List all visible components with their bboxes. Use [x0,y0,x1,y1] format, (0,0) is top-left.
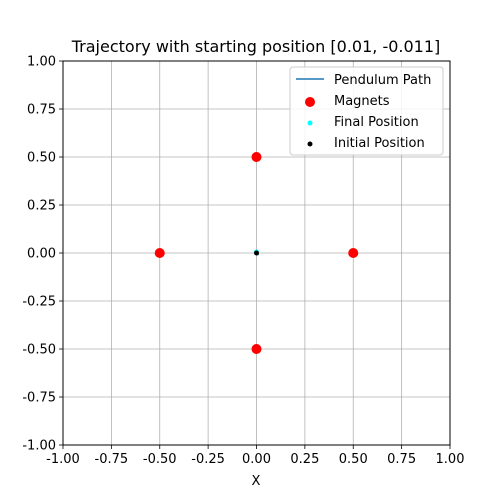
chart-title: Trajectory with starting position [0.01,… [71,37,441,56]
x-tick-label: 0.25 [290,452,319,467]
y-axis-label: Y [0,249,4,258]
magnets-point [154,248,165,258]
x-tick-label: -0.50 [143,452,177,467]
legend-swatch-magnets [305,97,315,107]
x-axis-label: X [252,474,261,489]
y-tick-label: 0.00 [27,247,56,262]
magnets-point [348,248,359,258]
x-tick-label: 0.00 [242,452,271,467]
axis-ticks: -1.00 -0.75 -0.50 -0.25 0.00 0.25 0.50 0.75 1.00… [22,55,464,468]
y-tick-label: 0.50 [27,151,56,166]
legend-label-initial-position: Initial Position [334,136,425,151]
y-tick-label: 0.75 [27,103,56,118]
y-tick-label: -0.25 [22,295,56,310]
y-tick-label: -1.00 [22,439,56,454]
legend-label-pendulum-path: Pendulum Path [334,73,431,88]
magnets-point [251,152,262,162]
y-tick-label: -0.75 [22,391,56,406]
legend-box [289,66,444,156]
y-tick-label: 0.25 [27,199,56,214]
legend: Pendulum Path Magnets Final Position Initia… [289,66,444,156]
legend-label-magnets: Magnets [334,94,390,109]
legend-swatch-final-position [307,120,313,126]
y-tick-label: -0.50 [22,343,56,358]
x-tick-label: 0.75 [387,452,416,467]
initial-position-point [254,250,259,256]
x-tick-label: -1.00 [46,452,80,467]
x-tick-label: 0.50 [339,452,368,467]
y-tick-label: 1.00 [27,55,56,70]
x-tick-label: 1.00 [436,452,465,467]
x-tick-label: -0.25 [191,452,225,467]
x-tick-label: -0.75 [95,452,129,467]
plot-series [154,152,359,354]
legend-swatch-initial-position [307,141,313,147]
legend-label-final-position: Final Position [334,115,419,130]
magnets-point [251,344,262,354]
